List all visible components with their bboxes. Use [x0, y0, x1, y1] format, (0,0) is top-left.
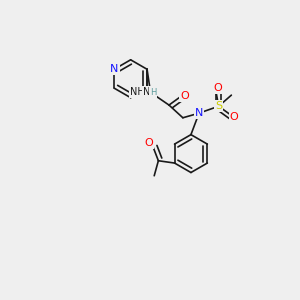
Text: O: O: [144, 138, 153, 148]
Text: O: O: [180, 91, 189, 101]
Text: N: N: [143, 87, 151, 98]
Text: H: H: [150, 88, 156, 97]
Text: NH: NH: [130, 87, 145, 98]
Text: O: O: [214, 83, 223, 93]
Text: S: S: [215, 101, 222, 111]
Text: N: N: [195, 108, 203, 118]
Text: N: N: [110, 64, 118, 74]
Text: O: O: [230, 112, 239, 122]
